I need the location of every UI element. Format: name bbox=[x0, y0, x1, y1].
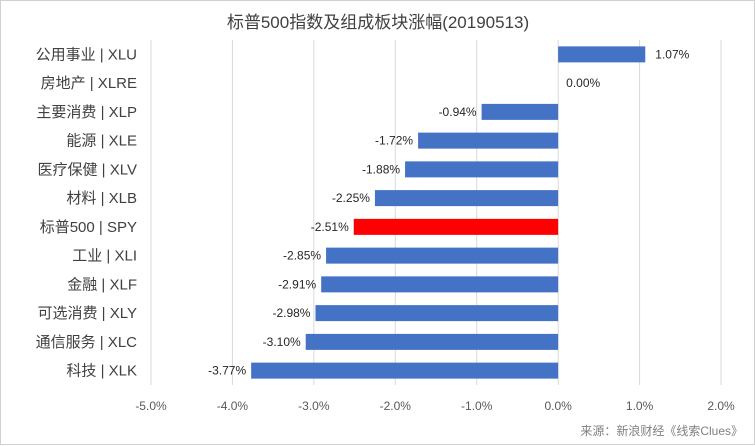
bar bbox=[374, 190, 559, 207]
bar bbox=[481, 103, 559, 120]
data-label: -2.85% bbox=[283, 249, 321, 263]
data-label: -2.51% bbox=[311, 220, 349, 234]
x-tick-label: -2.0% bbox=[380, 399, 412, 413]
x-tick-label: -1.0% bbox=[461, 399, 493, 413]
x-tick-label: 0.0% bbox=[544, 399, 572, 413]
data-label: -0.94% bbox=[439, 105, 477, 119]
x-tick-labels: -5.0% -4.0% -3.0% -2.0% -1.0% 0.0% 1.0% 2.0% bbox=[135, 399, 735, 413]
bar bbox=[326, 247, 559, 264]
bar bbox=[558, 46, 646, 63]
category-labels: 公用事业 | XLU 房地产 | XLRE 主要消费 | XLP 能源 | XLE 医疗… bbox=[36, 46, 138, 379]
category-label: 通信服务 | XLC bbox=[36, 334, 138, 351]
x-tick-label: 2.0% bbox=[707, 399, 735, 413]
x-tick-label: -4.0% bbox=[217, 399, 249, 413]
bars bbox=[251, 46, 646, 379]
data-labels: 1.07% 0.00% -0.94% -1.72% -1.88% -2.25% -2.51%… bbox=[208, 47, 690, 377]
bar bbox=[418, 132, 559, 149]
category-label: 医疗保健 | XLV bbox=[38, 161, 137, 178]
category-label: 能源 | XLE bbox=[66, 133, 137, 150]
bar bbox=[315, 305, 559, 322]
category-label: 房地产 | XLRE bbox=[41, 75, 137, 92]
data-label: -3.77% bbox=[208, 364, 246, 378]
category-label: 主要消费 | XLP bbox=[36, 104, 137, 121]
category-label: 标普500 | SPY bbox=[40, 219, 137, 236]
data-label: -1.88% bbox=[362, 162, 400, 176]
category-label: 金融 | XLF bbox=[67, 276, 137, 293]
x-tick-label: -5.0% bbox=[135, 399, 167, 413]
category-label: 材料 | XLB bbox=[66, 190, 137, 207]
chart-title: 标普500指数及组成板块涨幅(20190513) bbox=[227, 13, 529, 32]
data-label: 1.07% bbox=[655, 47, 689, 61]
data-label: -1.72% bbox=[375, 134, 413, 148]
x-tick-label: 1.0% bbox=[626, 399, 654, 413]
x-tick-label: -3.0% bbox=[298, 399, 330, 413]
data-label: 0.00% bbox=[566, 76, 600, 90]
bar bbox=[353, 218, 559, 235]
data-label: -2.98% bbox=[272, 306, 310, 320]
bar bbox=[251, 362, 559, 379]
grid bbox=[150, 40, 722, 385]
source-note: 来源：新浪财经《线索Clues》 bbox=[580, 423, 743, 438]
bar bbox=[405, 161, 559, 178]
data-label: -2.25% bbox=[332, 191, 370, 205]
data-label: -3.10% bbox=[263, 335, 301, 349]
bar bbox=[305, 333, 559, 350]
category-label: 可选消费 | XLY bbox=[38, 305, 137, 322]
category-label: 科技 | XLK bbox=[66, 363, 137, 380]
category-label: 工业 | XLI bbox=[72, 248, 137, 265]
bar bbox=[321, 276, 559, 293]
data-label: -2.91% bbox=[278, 277, 316, 291]
category-label: 公用事业 | XLU bbox=[36, 46, 137, 63]
